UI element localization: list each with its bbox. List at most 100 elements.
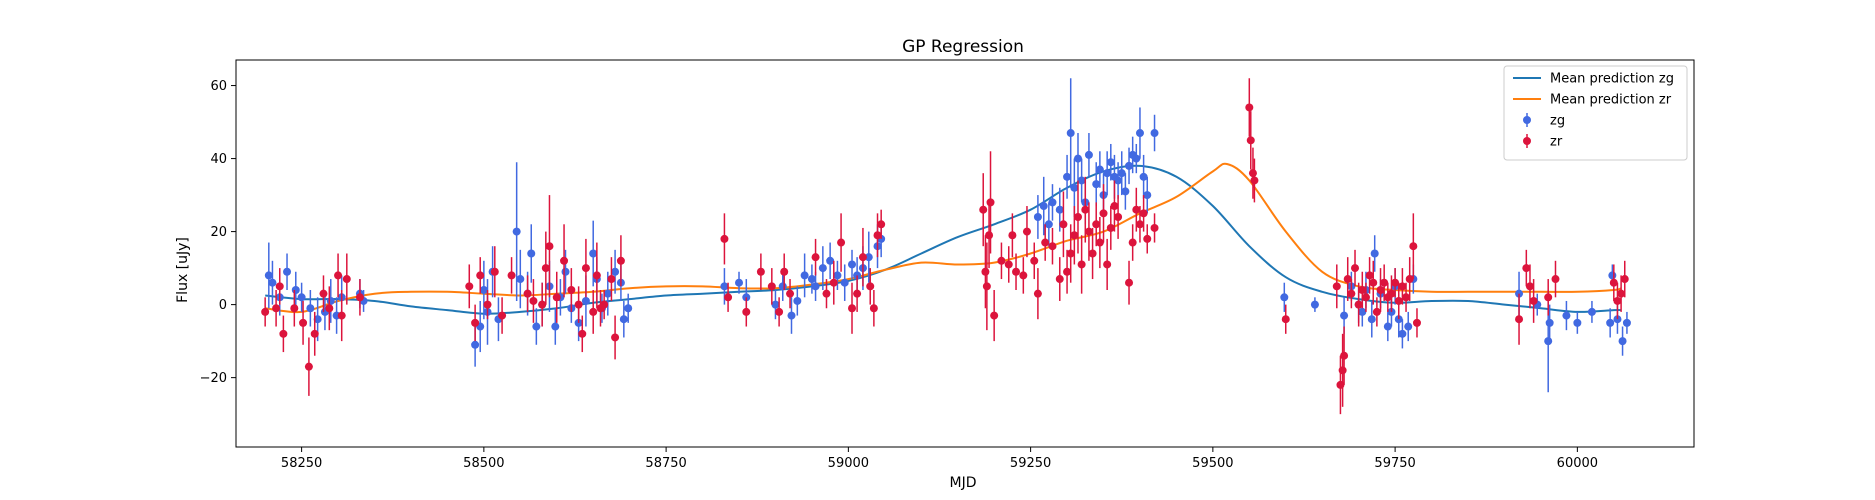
zr-data-point (1412, 318, 1421, 327)
zr-data-point (607, 275, 616, 284)
y-axis: −20 0 20 40 60 (200, 79, 236, 386)
zg-data-point (1608, 271, 1617, 280)
zr-data-point (1522, 264, 1531, 273)
zr-data-point (616, 256, 625, 265)
zr-data-point (1066, 249, 1075, 258)
zr-data-point (483, 300, 492, 309)
zr-data-point (1617, 289, 1626, 298)
zg-data-point (1039, 202, 1048, 211)
zg-data-point (581, 296, 590, 305)
zr-data-point (611, 333, 620, 342)
zr-data-point (1070, 231, 1079, 240)
zg-data-point (268, 278, 277, 287)
zr-data-point (325, 304, 334, 313)
zg-data-point (864, 253, 873, 262)
zg-data-point (1573, 318, 1582, 327)
legend-label: zr (1550, 135, 1563, 150)
zr-data-point (1132, 205, 1141, 214)
zr-data-point (1077, 260, 1086, 269)
y-tick-label: 20 (210, 225, 227, 240)
legend-swatch-marker (1523, 116, 1531, 124)
zg-data-point (1066, 129, 1075, 138)
zr-data-point (1095, 238, 1104, 247)
chart-title: GP Regression (902, 37, 1024, 57)
zr-data-point (1245, 103, 1254, 112)
zr-data-point (1150, 223, 1159, 232)
zr-data-point (997, 256, 1006, 265)
zr-data-point (1088, 249, 1097, 258)
zg-data-point (611, 267, 620, 276)
zg-data-point (787, 311, 796, 320)
zr-data-point (1055, 275, 1064, 284)
zr-data-point (1340, 351, 1349, 360)
zg-data-point (551, 322, 560, 331)
zr-data-point (272, 304, 281, 313)
zg-data-point (1073, 154, 1082, 163)
zg-data-point (1606, 318, 1615, 327)
zr-data-point (1394, 296, 1403, 305)
zg-data-point (1370, 249, 1379, 258)
zg-data-point (1143, 191, 1152, 200)
zr-data-point (567, 286, 576, 295)
zr-data-point (465, 282, 474, 291)
zg-data-point (818, 264, 827, 273)
zg-data-point (603, 289, 612, 298)
zr-data-point (1391, 278, 1400, 287)
zr-data-point (1135, 220, 1144, 229)
zg-data-point (527, 249, 536, 258)
zr-data-point (1110, 202, 1119, 211)
zr-data-point (1525, 282, 1534, 291)
zr-data-point (471, 318, 480, 327)
zr-data-point (592, 271, 601, 280)
zg-data-point (1070, 183, 1079, 192)
x-tick-label: 60000 (1557, 456, 1598, 471)
zr-data-point (490, 267, 499, 276)
zg-data-point (532, 322, 541, 331)
zg-data-point (1048, 198, 1057, 207)
zr-data-point (837, 238, 846, 247)
plot-frame (235, 59, 1695, 448)
zg-data-point (1135, 129, 1144, 138)
zr-data-point (822, 289, 831, 298)
zr-data-point (1338, 366, 1347, 375)
zr-data-point (1246, 136, 1255, 145)
zr-data-point (1358, 286, 1367, 295)
zg-data-point (811, 282, 820, 291)
zr-data-point (304, 362, 313, 371)
zr-data-point (476, 271, 485, 280)
zr-data-point (877, 220, 886, 229)
zg-data-point (1562, 311, 1571, 320)
zr-data-point (742, 307, 751, 316)
zr-data-point (986, 198, 995, 207)
x-tick-label: 59250 (1010, 456, 1051, 471)
zg-data-point (1125, 161, 1134, 170)
zr-data-point (552, 293, 561, 302)
x-tick-label: 58500 (463, 456, 504, 471)
zr-data-point (767, 282, 776, 291)
zg-data-point (561, 267, 570, 276)
zr-data-point (979, 205, 988, 214)
zr-data-point (299, 318, 308, 327)
zg-data-point (291, 286, 300, 295)
zr-data-point (786, 289, 795, 298)
zg-data-point (826, 256, 835, 265)
zr-data-point (982, 282, 991, 291)
zr-data-point (1248, 169, 1257, 178)
x-tick-label: 58250 (281, 456, 322, 471)
zr-data-point (775, 307, 784, 316)
zg-data-point (1121, 187, 1130, 196)
zg-data-point (793, 296, 802, 305)
zr-data-point (578, 329, 587, 338)
zr-data-point (1073, 212, 1082, 221)
zr-data-point (342, 275, 351, 284)
zg-data-point (326, 296, 335, 305)
zg-data-point (1544, 337, 1553, 346)
y-tick-label: 40 (210, 152, 227, 167)
zg-data-point (1095, 165, 1104, 174)
zr-data-point (1332, 282, 1341, 291)
zr-data-point (1250, 176, 1259, 185)
zg-data-point (479, 286, 488, 295)
zr-data-point (1125, 278, 1134, 287)
zr-data-point (1551, 275, 1560, 284)
zr-data-point (1063, 267, 1072, 276)
